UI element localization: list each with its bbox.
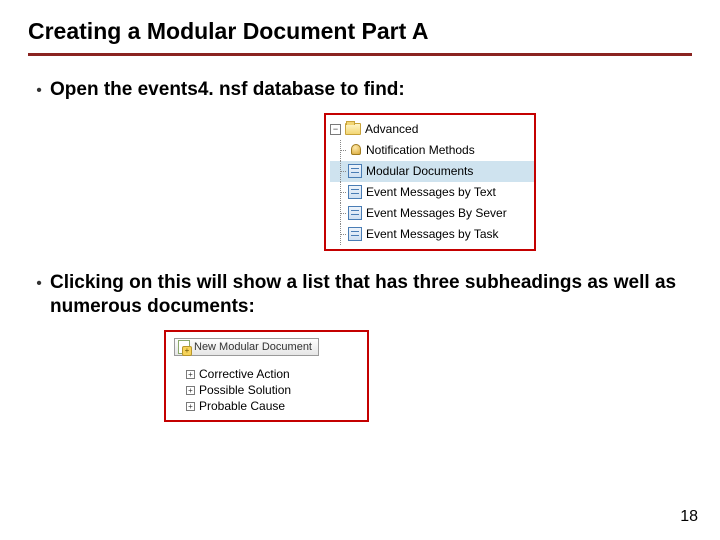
- list-item-label: Possible Solution: [199, 383, 291, 397]
- bell-icon: [348, 143, 362, 157]
- tree-item[interactable]: Event Messages by Task: [330, 224, 534, 245]
- page-number: 18: [680, 508, 698, 526]
- bullet-1: • Open the events4. nsf database to find…: [28, 78, 692, 103]
- document-icon: [348, 206, 362, 220]
- expand-icon[interactable]: +: [186, 386, 195, 395]
- tree-panel: − Advanced Notification Methods Modular …: [324, 113, 536, 251]
- bullet-dot: •: [28, 271, 50, 293]
- tree-item-label: Notification Methods: [366, 143, 475, 157]
- list-item-label: Probable Cause: [199, 399, 285, 413]
- bullet-2-text: Clicking on this will show a list that h…: [50, 271, 692, 320]
- tree-item-label: Event Messages By Sever: [366, 206, 507, 220]
- slide-title: Creating a Modular Document Part A: [28, 18, 692, 51]
- bullet-1-text: Open the events4. nsf database to find:: [50, 78, 692, 103]
- title-rule: [28, 53, 692, 56]
- bullet-2: • Clicking on this will show a list that…: [28, 271, 692, 320]
- tree-item[interactable]: Event Messages By Sever: [330, 203, 534, 224]
- bullet-dot: •: [28, 78, 50, 100]
- expand-icon[interactable]: +: [186, 370, 195, 379]
- new-doc-icon: [178, 340, 190, 354]
- tree-item[interactable]: Event Messages by Text: [330, 182, 534, 203]
- list-item[interactable]: + Possible Solution: [186, 382, 363, 398]
- folder-icon: [345, 123, 361, 135]
- list-item[interactable]: + Corrective Action: [186, 366, 363, 382]
- tree-item[interactable]: Notification Methods: [330, 140, 534, 161]
- tree-root-label: Advanced: [365, 122, 418, 136]
- tree-root[interactable]: − Advanced: [330, 119, 534, 140]
- expand-icon[interactable]: +: [186, 402, 195, 411]
- list-item-label: Corrective Action: [199, 367, 290, 381]
- document-icon: [348, 227, 362, 241]
- tree-item-label: Modular Documents: [366, 164, 473, 178]
- document-icon: [348, 164, 362, 178]
- tree-item-label: Event Messages by Task: [366, 227, 499, 241]
- tree-item-label: Event Messages by Text: [366, 185, 496, 199]
- button-label: New Modular Document: [194, 341, 312, 353]
- new-modular-document-button[interactable]: New Modular Document: [174, 338, 319, 356]
- collapse-icon[interactable]: −: [330, 124, 341, 135]
- list-panel: New Modular Document + Corrective Action…: [164, 330, 369, 422]
- document-icon: [348, 185, 362, 199]
- tree-item-selected[interactable]: Modular Documents: [330, 161, 534, 182]
- list-item[interactable]: + Probable Cause: [186, 398, 363, 414]
